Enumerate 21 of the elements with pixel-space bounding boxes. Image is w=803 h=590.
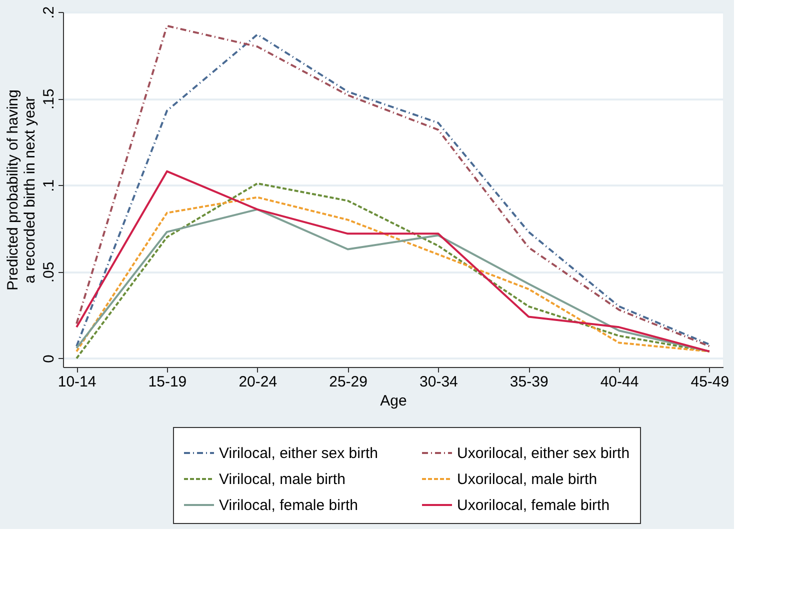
x-tick-label: 40-44 xyxy=(600,374,639,390)
legend-label: Virilocal, female birth xyxy=(219,497,358,514)
legend-label: Virilocal, male birth xyxy=(219,471,346,488)
x-tick-label: 15-19 xyxy=(148,374,187,390)
y-axis-title: Predicted probability of having a recorded birth in next year xyxy=(4,90,38,290)
x-axis-title: Age xyxy=(380,392,407,410)
x-tick-label: 10-14 xyxy=(58,374,96,390)
y-tick-label: .05 xyxy=(40,262,58,283)
y-tick-label: .2 xyxy=(40,6,58,19)
legend-label: Uxorilocal, female birth xyxy=(457,497,610,514)
legend-label: Uxorilocal, male birth xyxy=(457,471,598,488)
y-tick-label: .15 xyxy=(40,88,58,110)
legend-label: Virilocal, either sex birth xyxy=(219,445,378,462)
y-tick-label: 0 xyxy=(40,354,58,364)
legend-label: Uxorilocal, either sex birth xyxy=(457,445,630,462)
x-tick-label: 30-34 xyxy=(420,374,458,390)
x-tick-label: 35-39 xyxy=(510,374,548,390)
x-tick-label: 25-29 xyxy=(329,374,368,390)
y-tick-label: .1 xyxy=(40,179,58,192)
x-tick-label: 20-24 xyxy=(238,374,278,390)
x-tick-label: 45-49 xyxy=(690,374,730,390)
